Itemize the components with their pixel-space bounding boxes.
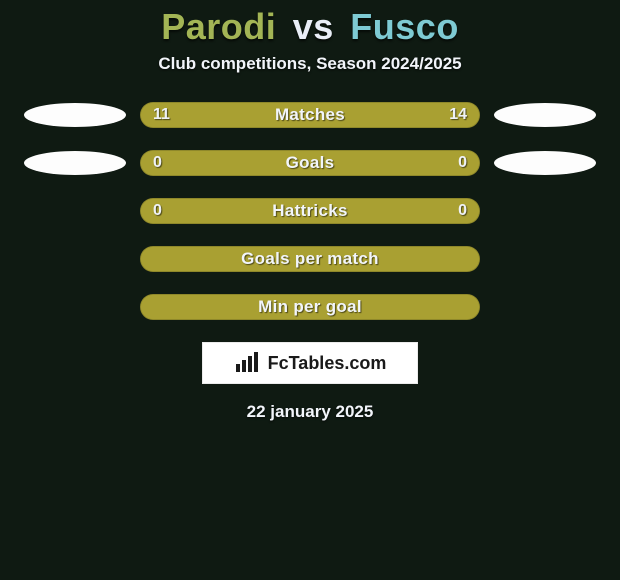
spacer <box>24 295 126 319</box>
stat-value-left: 0 <box>153 199 162 223</box>
stat-label: Min per goal <box>141 295 479 319</box>
stat-bar-gpm: Goals per match <box>140 246 480 272</box>
stat-bar-matches: Matches11 14 <box>140 102 480 128</box>
stat-row-goals: Goals0 0 <box>0 150 620 176</box>
stat-value-right: 0 <box>458 199 467 223</box>
content-root: Parodi vs Fusco Club competitions, Seaso… <box>0 0 620 422</box>
stat-row-matches: Matches11 14 <box>0 102 620 128</box>
logo-text: FcTables.com <box>268 353 387 374</box>
spacer <box>24 199 126 223</box>
stat-label: Hattricks <box>141 199 479 223</box>
stat-value-right: 14 <box>449 103 467 127</box>
stat-label: Goals <box>141 151 479 175</box>
stat-label: Matches <box>141 103 479 127</box>
player2-name: Fusco <box>350 6 459 47</box>
player1-ellipse-icon <box>24 151 126 175</box>
spacer <box>494 199 596 223</box>
vs-label: vs <box>293 6 334 47</box>
stat-bar-hattricks: Hattricks0 0 <box>140 198 480 224</box>
stat-row-mpg: Min per goal <box>0 294 620 320</box>
player1-name: Parodi <box>161 6 276 47</box>
fctables-logo[interactable]: FcTables.com <box>202 342 418 384</box>
player1-ellipse-icon <box>24 103 126 127</box>
date-label: 22 january 2025 <box>0 402 620 422</box>
stat-value-left: 0 <box>153 151 162 175</box>
spacer <box>494 295 596 319</box>
stat-value-right: 0 <box>458 151 467 175</box>
stat-row-hattricks: Hattricks0 0 <box>0 198 620 224</box>
page-title: Parodi vs Fusco <box>0 6 620 48</box>
spacer <box>24 247 126 271</box>
player2-ellipse-icon <box>494 103 596 127</box>
stat-bar-mpg: Min per goal <box>140 294 480 320</box>
player2-ellipse-icon <box>494 151 596 175</box>
spacer <box>494 247 596 271</box>
stat-row-gpm: Goals per match <box>0 246 620 272</box>
stat-value-left: 11 <box>153 103 170 127</box>
stat-label: Goals per match <box>141 247 479 271</box>
bars-icon <box>234 352 262 374</box>
comparison-chart: Matches1114Goals00Hattricks00Goals per m… <box>0 102 620 342</box>
subtitle: Club competitions, Season 2024/2025 <box>0 54 620 74</box>
stat-bar-goals: Goals0 0 <box>140 150 480 176</box>
